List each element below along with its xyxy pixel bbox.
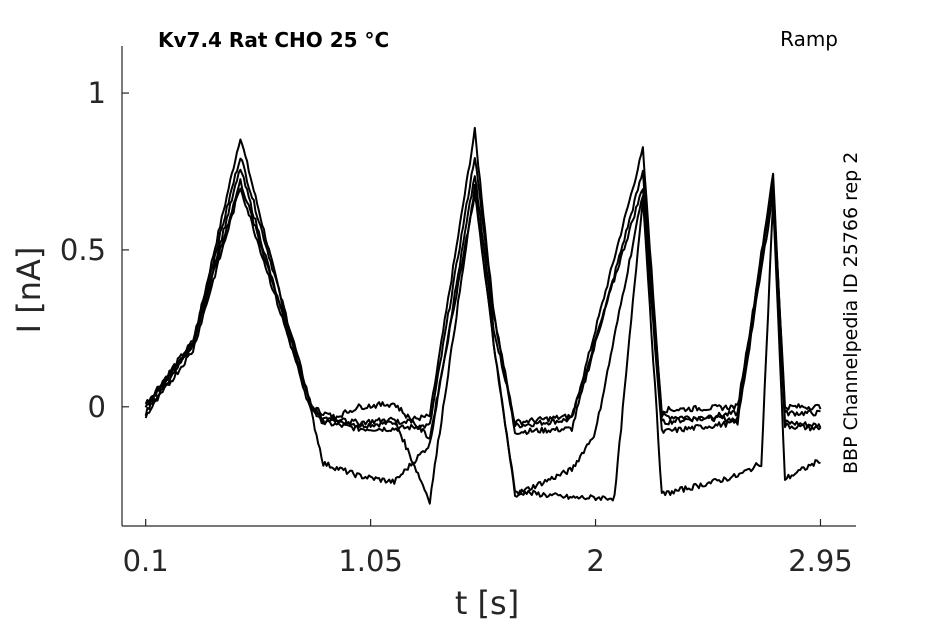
x-tick-label: 2 [586,544,604,578]
chart-title: Kv7.4 Rat CHO 25 °C [158,28,389,52]
current-trace-1 [144,126,822,429]
current-traces [144,126,822,505]
current-trace-5 [144,187,821,502]
x-tick-label: 1.05 [338,544,403,578]
y-tick-label: 0 [88,390,106,424]
y-axis-label: I [nA] [10,247,48,334]
x-tick-label: 0.1 [123,544,169,578]
y-tick-label: 1 [88,76,106,110]
x-tick-label: 2.95 [788,544,853,578]
x-axis-label: t [s] [455,584,519,622]
source-label: BBP Channelpedia ID 25766 rep 2 [840,152,862,474]
y-tick-label: 0.5 [60,233,106,267]
x-ticks: 0.1 1.05 2 2.95 [123,519,853,578]
current-trace-3 [144,168,822,485]
y-ticks: 00.51 [60,76,129,424]
current-trace-2 [144,157,821,435]
protocol-label: Ramp [780,27,838,51]
